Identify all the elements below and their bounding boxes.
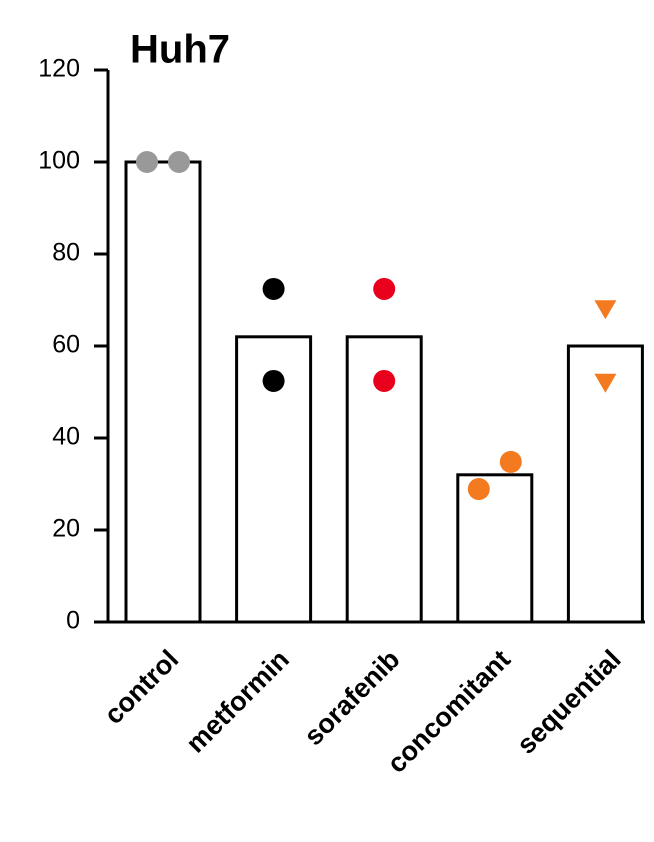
y-tick-label: 60 — [52, 331, 80, 359]
y-tick-label: 40 — [52, 423, 80, 451]
data-point — [467, 478, 490, 501]
data-point — [594, 373, 617, 393]
bar — [456, 473, 534, 624]
data-point — [373, 277, 396, 300]
data-point — [373, 369, 396, 392]
data-point — [262, 369, 285, 392]
y-tick-label: 100 — [38, 147, 80, 175]
chart-title: Huh7 — [130, 28, 230, 72]
data-point — [499, 450, 522, 473]
x-tick-label: metformin — [180, 644, 295, 759]
bar — [124, 160, 202, 624]
y-tick-label: 20 — [52, 515, 80, 543]
x-tick-label: sequential — [511, 644, 627, 760]
x-tick-label: sorafenib — [298, 644, 405, 751]
x-tick-label: control — [98, 644, 184, 730]
data-point — [136, 151, 158, 173]
data-point — [262, 277, 285, 300]
data-point — [594, 300, 617, 320]
y-tick-label: 120 — [38, 55, 80, 83]
data-point — [168, 151, 190, 173]
y-tick-label: 0 — [66, 607, 80, 635]
y-tick-label: 80 — [52, 239, 80, 267]
